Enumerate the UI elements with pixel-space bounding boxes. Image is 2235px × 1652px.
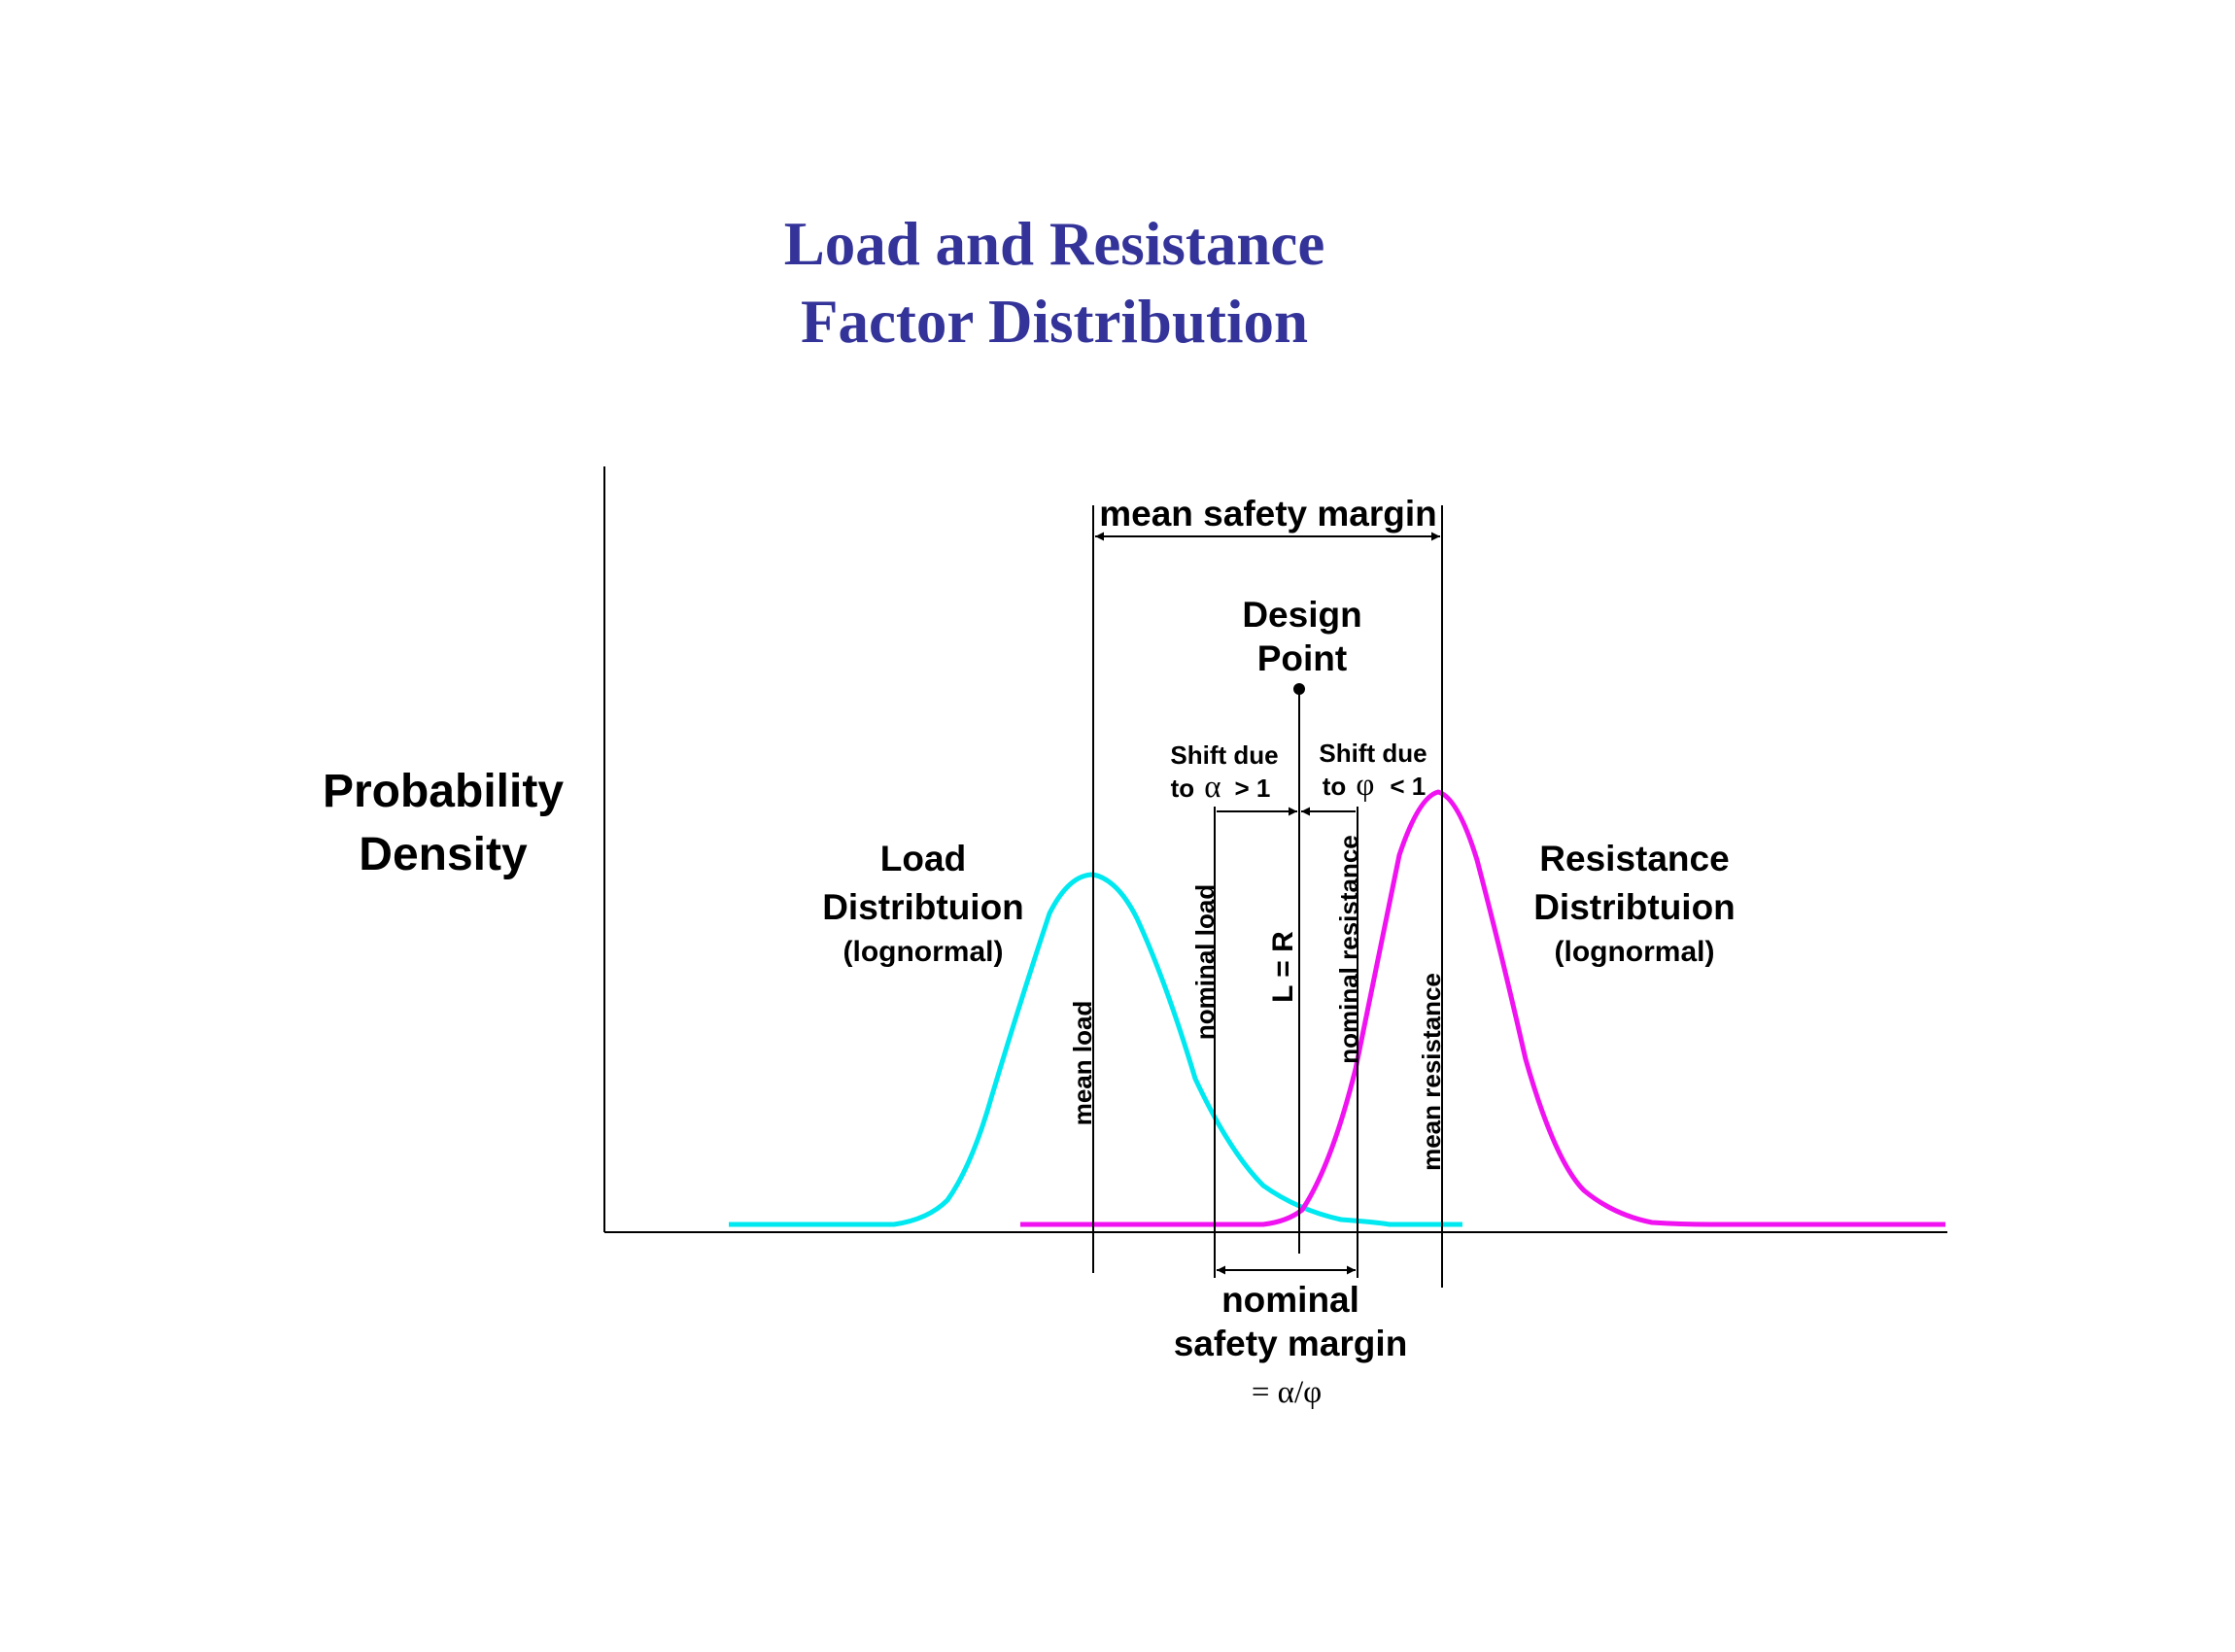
shift-resistance-label-line2: to φ < 1 <box>1323 768 1426 803</box>
diagram-title-line2: Factor Distribution <box>801 288 1308 356</box>
design-equation-label: L = R <box>1267 931 1299 1003</box>
resistance-distribution-label-line2: Distribtuion <box>1533 887 1736 927</box>
load-distribution-curve <box>729 872 1462 1227</box>
nominal-safety-margin-label-line1: nominal <box>1221 1280 1359 1320</box>
nominal-load-label: nominal load <box>1190 884 1220 1040</box>
shift-load-label-line1: Shift due <box>1170 740 1278 770</box>
design-point-dot <box>1293 683 1305 695</box>
nominal-safety-margin-formula: = α/φ <box>1252 1375 1322 1410</box>
y-axis-label-line2: Density <box>359 829 528 880</box>
shift-resistance-label-line1: Shift due <box>1319 739 1427 768</box>
design-point-label-line2: Point <box>1257 638 1347 678</box>
design-point-label-line1: Design <box>1242 595 1361 635</box>
load-distribution-label-line1: Load <box>880 839 966 878</box>
nominal-resistance-label: nominal resistance <box>1334 835 1363 1064</box>
resistance-distribution-label-line1: Resistance <box>1539 839 1729 878</box>
resistance-distribution-curve <box>1020 789 1945 1227</box>
shift-resistance-condition: < 1 <box>1390 772 1426 801</box>
mean-safety-margin-label: mean safety margin <box>1099 494 1437 533</box>
mean-resistance-label: mean resistance <box>1417 973 1446 1171</box>
alpha-symbol: α <box>1204 770 1221 805</box>
shift-load-condition: > 1 <box>1234 774 1270 803</box>
nominal-safety-margin-label-line2: safety margin <box>1174 1324 1408 1363</box>
shift-load-to: to <box>1171 774 1195 803</box>
y-axis-label-line1: Probability <box>323 766 564 817</box>
load-distribution-label-line2: Distribtuion <box>822 887 1024 927</box>
diagram-title-line1: Load and Resistance <box>784 210 1325 278</box>
phi-symbol: φ <box>1356 768 1374 803</box>
shift-resistance-to: to <box>1323 772 1347 801</box>
shift-load-label-line2: to α > 1 <box>1171 770 1271 805</box>
mean-load-label: mean load <box>1068 1001 1097 1126</box>
load-distribution-type: (lognormal) <box>843 936 1004 968</box>
resistance-distribution-type: (lognormal) <box>1555 936 1715 968</box>
